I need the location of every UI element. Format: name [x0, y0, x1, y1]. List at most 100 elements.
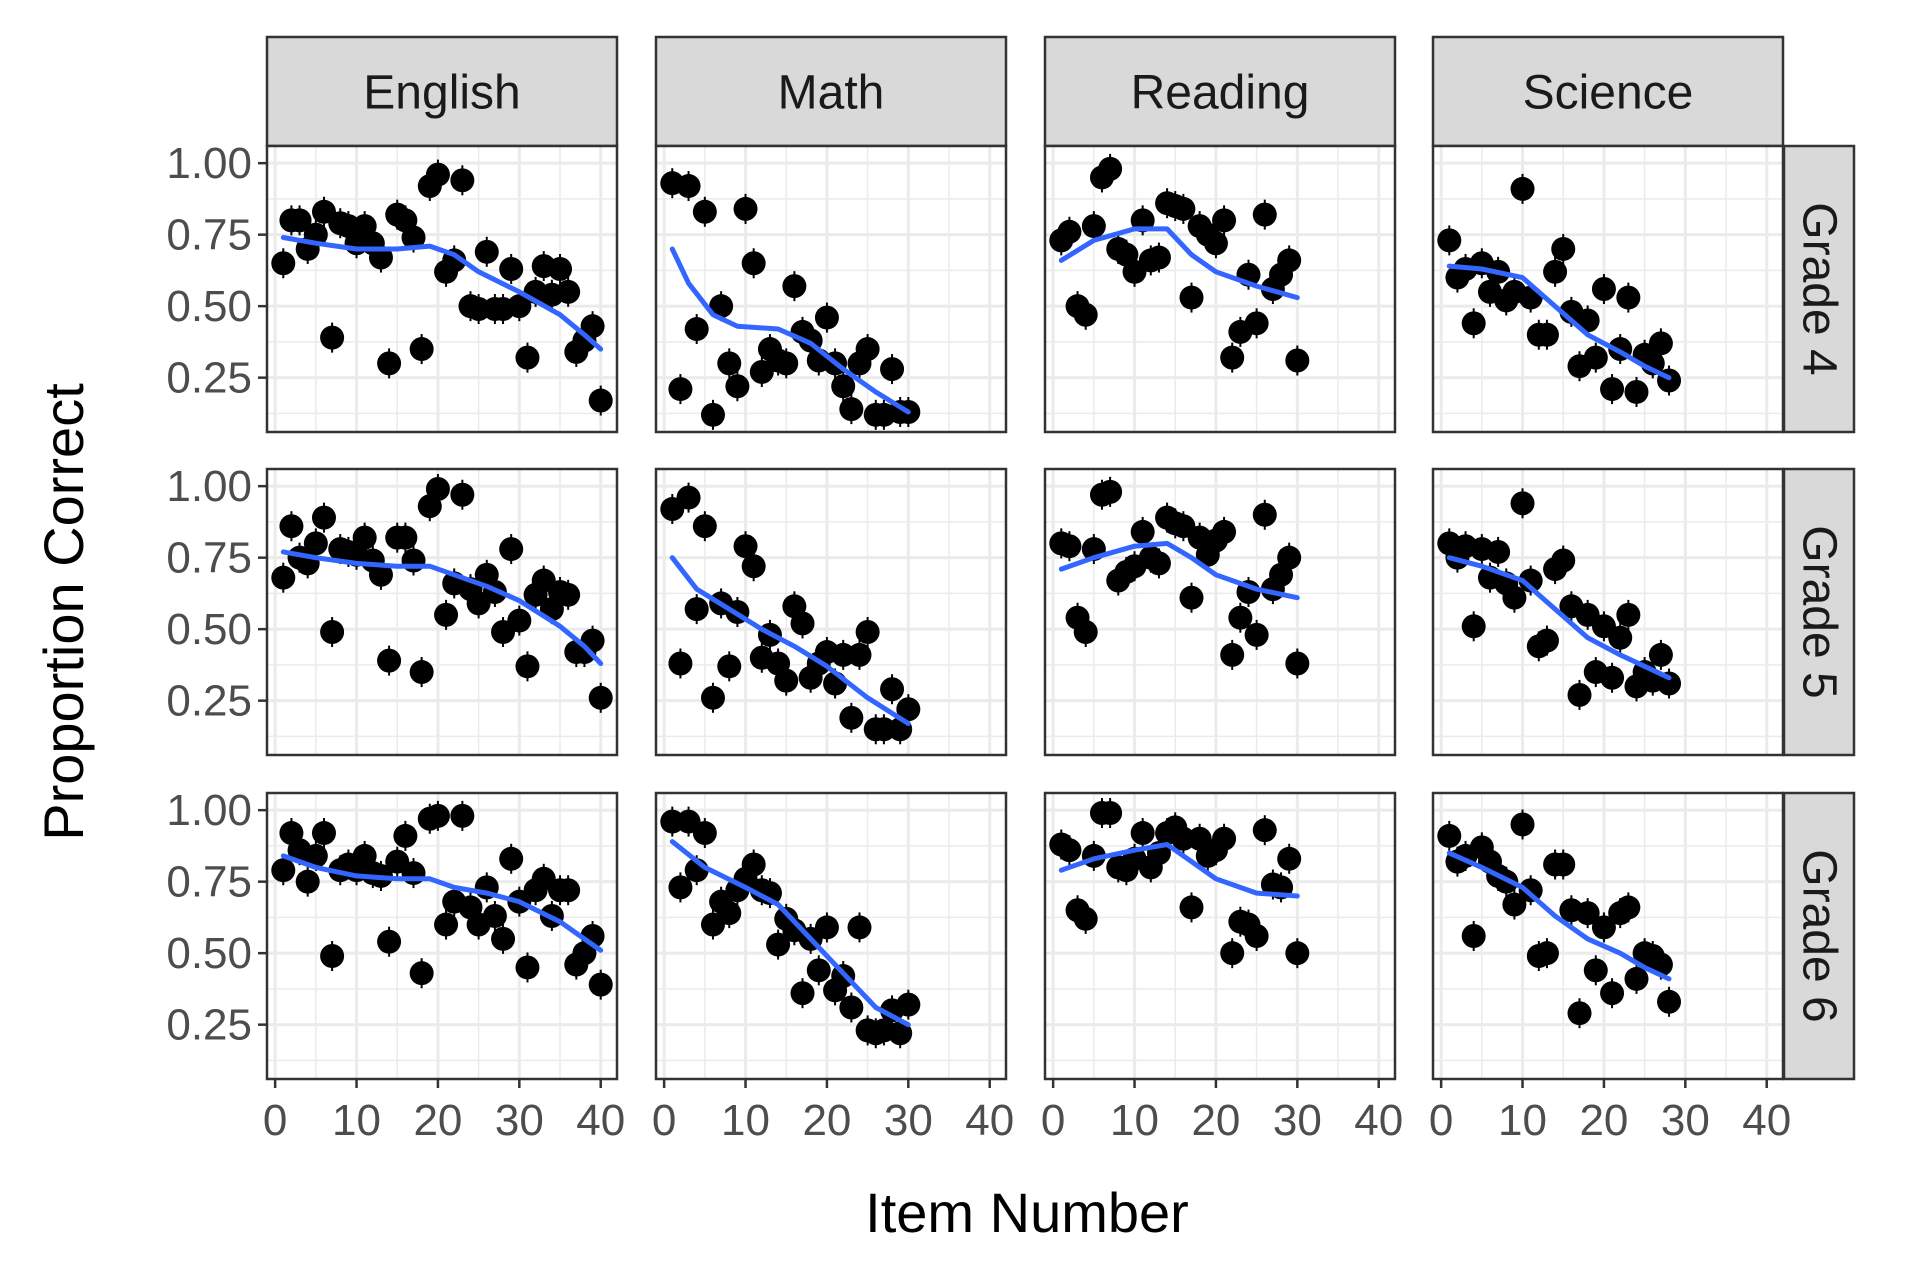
data-point	[1502, 585, 1527, 610]
strip-grade-4	[1782, 144, 1856, 434]
data-point	[1502, 892, 1527, 917]
data-point	[556, 582, 581, 607]
x-tick-label: 20	[413, 1096, 462, 1145]
data-point	[1179, 895, 1204, 920]
data-point	[684, 597, 709, 622]
data-point	[717, 351, 742, 376]
data-point	[1277, 545, 1302, 570]
data-point	[1583, 345, 1608, 370]
data-point	[1098, 801, 1123, 826]
smooth-line	[1058, 842, 1300, 899]
data-point	[279, 514, 304, 539]
data-point	[1277, 248, 1302, 273]
data-point	[692, 199, 717, 224]
data-point	[1057, 838, 1082, 863]
smooth-line	[280, 235, 604, 352]
strip-label-math: Math	[778, 67, 885, 120]
panel-border	[1043, 467, 1397, 757]
data-point	[1591, 277, 1616, 301]
strip-grade-6	[1782, 791, 1856, 1081]
data-point	[580, 314, 605, 339]
data-point	[1285, 348, 1310, 373]
panel-border	[1431, 467, 1785, 757]
data-point	[741, 251, 766, 276]
y-tick-label: 0.50	[166, 929, 252, 978]
x-tick-label: 10	[1110, 1096, 1159, 1145]
data-point	[1179, 285, 1204, 310]
data-point	[839, 397, 864, 422]
x-tick-label: 0	[652, 1096, 676, 1145]
x-tick-label: 20	[802, 1096, 851, 1145]
strip-label-science: Science	[1523, 67, 1694, 120]
data-point	[588, 685, 613, 710]
data-point	[556, 878, 581, 903]
data-point	[1073, 620, 1098, 645]
data-point	[1534, 941, 1559, 966]
smooth-line	[1446, 850, 1672, 982]
data-point	[668, 875, 693, 900]
data-point	[1600, 981, 1625, 1006]
data-point	[814, 915, 839, 940]
data-point	[409, 337, 434, 362]
data-point	[1591, 915, 1616, 940]
data-point	[774, 351, 799, 376]
data-point	[434, 602, 459, 627]
data-point	[499, 846, 524, 871]
strip-grade-5	[1782, 467, 1856, 757]
x-tick-label: 0	[1429, 1096, 1453, 1145]
x-tick-label: 40	[1742, 1096, 1791, 1145]
data-point	[377, 929, 402, 954]
panel-border	[265, 467, 619, 757]
data-point	[1648, 331, 1673, 356]
data-point	[1461, 924, 1486, 948]
data-point	[733, 196, 758, 221]
data-point	[880, 357, 905, 382]
data-point	[1437, 228, 1462, 253]
panel-reading-grade-5	[1043, 467, 1397, 757]
x-tick-label: 10	[1498, 1096, 1547, 1145]
data-point	[507, 294, 532, 319]
data-point	[1073, 906, 1098, 931]
strip-science	[1431, 35, 1785, 148]
data-point	[507, 608, 532, 633]
data-point	[320, 325, 345, 350]
data-point	[271, 251, 296, 276]
data-point	[425, 803, 450, 828]
panel-science-grade-4	[1431, 144, 1785, 434]
data-point	[556, 279, 581, 304]
data-point	[1098, 479, 1123, 504]
data-point	[588, 972, 613, 997]
data-point	[847, 915, 872, 940]
smooth-line	[280, 549, 604, 666]
y-tick-label: 0.75	[166, 534, 252, 583]
smooth-line	[1446, 555, 1672, 681]
data-point	[320, 620, 345, 645]
data-point	[684, 317, 709, 342]
data-point	[401, 225, 426, 250]
panel-background	[1045, 469, 1395, 755]
data-point	[1252, 202, 1277, 227]
data-point	[1534, 628, 1559, 653]
data-point	[1212, 519, 1237, 544]
data-point	[1567, 1001, 1592, 1026]
x-tick-label: 30	[884, 1096, 933, 1145]
data-point	[1220, 345, 1245, 370]
data-point	[831, 374, 856, 399]
data-point	[1551, 852, 1576, 877]
data-point	[766, 932, 791, 957]
data-point	[401, 861, 426, 886]
data-point	[1244, 311, 1269, 336]
strip-label-english: English	[363, 67, 520, 120]
panel-english-grade-6	[265, 791, 619, 1081]
panel-background	[1045, 146, 1395, 432]
data-point	[790, 981, 815, 1006]
data-point	[1203, 231, 1228, 256]
data-point	[896, 697, 921, 722]
data-point	[1624, 379, 1649, 404]
data-point	[880, 677, 905, 702]
data-point	[1657, 989, 1682, 1014]
data-point	[700, 402, 725, 427]
panel-border	[1431, 791, 1785, 1081]
panel-border	[265, 144, 619, 434]
data-point	[1252, 502, 1277, 527]
